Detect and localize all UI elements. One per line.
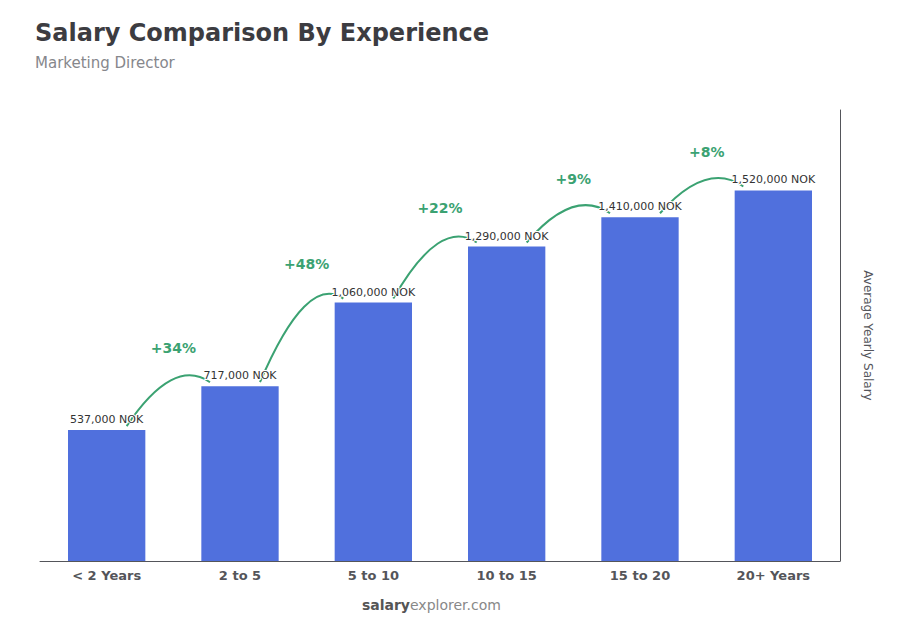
svg-text:20+ Years: 20+ Years xyxy=(737,568,811,583)
svg-text:1,290,000 NOK: 1,290,000 NOK xyxy=(465,230,549,243)
svg-text:explorer.com: explorer.com xyxy=(410,597,501,613)
svg-text:< 2 Years: < 2 Years xyxy=(72,568,141,583)
svg-text:+22%: +22% xyxy=(417,200,462,216)
svg-text:+48%: +48% xyxy=(284,256,329,272)
svg-text:Salary Comparison By Experienc: Salary Comparison By Experience xyxy=(35,19,489,47)
svg-text:salary: salary xyxy=(362,597,410,613)
svg-text:537,000 NOK: 537,000 NOK xyxy=(70,413,144,426)
svg-text:15 to 20: 15 to 20 xyxy=(610,568,670,583)
svg-text:+8%: +8% xyxy=(689,144,725,160)
svg-text:Average Yearly Salary: Average Yearly Salary xyxy=(861,270,875,400)
svg-text:1,060,000 NOK: 1,060,000 NOK xyxy=(332,286,416,299)
svg-text:10 to 15: 10 to 15 xyxy=(476,568,536,583)
svg-text:2 to 5: 2 to 5 xyxy=(219,568,261,583)
svg-text:+34%: +34% xyxy=(151,340,196,356)
svg-text:1,520,000 NOK: 1,520,000 NOK xyxy=(732,173,816,186)
svg-text:+9%: +9% xyxy=(556,171,592,187)
svg-text:5 to 10: 5 to 10 xyxy=(348,568,399,583)
svg-text:717,000 NOK: 717,000 NOK xyxy=(203,369,277,382)
svg-text:Marketing Director: Marketing Director xyxy=(35,54,176,72)
svg-text:1,410,000 NOK: 1,410,000 NOK xyxy=(598,200,682,213)
